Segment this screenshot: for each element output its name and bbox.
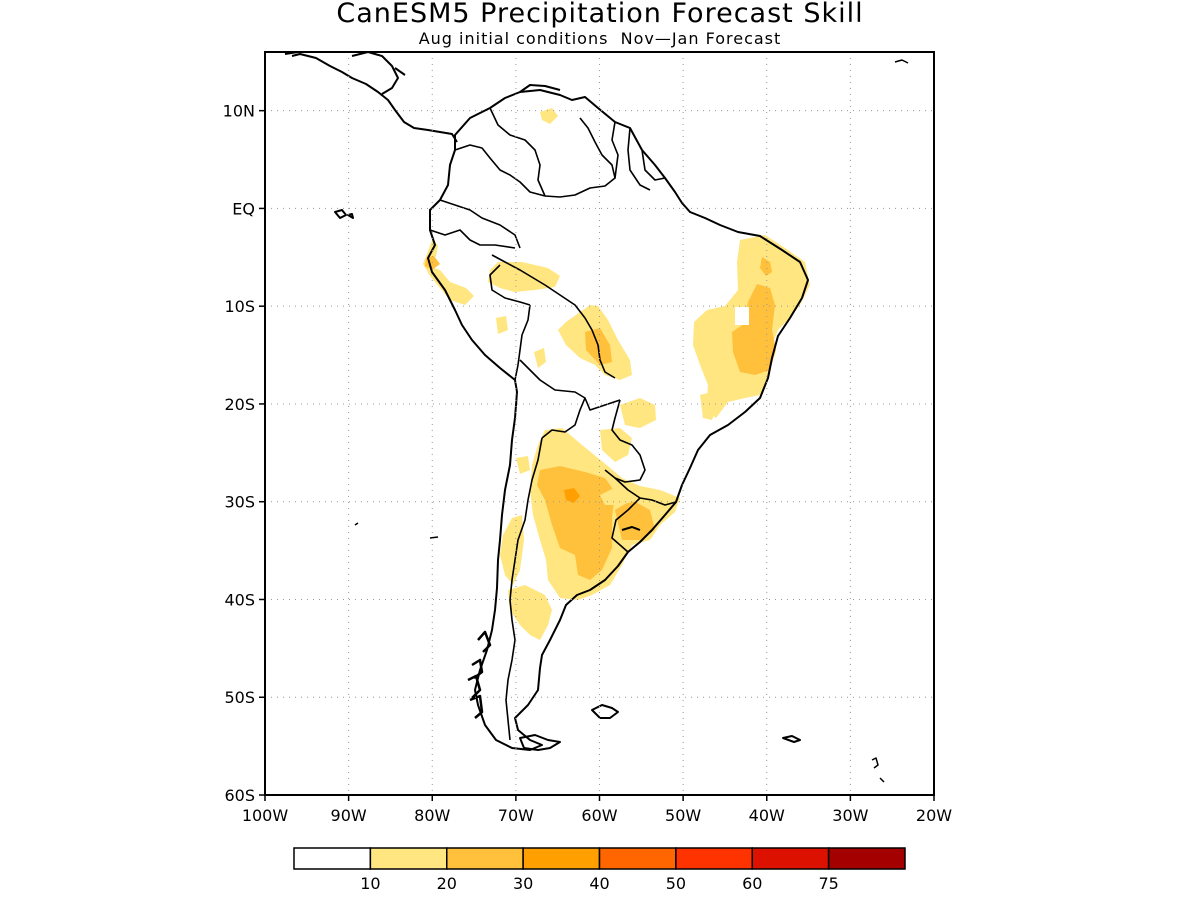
plot-frame (264, 51, 935, 796)
lat-tick-label: EQ (232, 199, 255, 218)
rio-de-la-plata (621, 526, 641, 531)
caribbean-coast-north (519, 84, 561, 93)
lon-tick-label: 60W (581, 806, 617, 825)
tierra-del-fuego (519, 734, 561, 751)
lat-tick-label: 50S (224, 688, 255, 707)
skill-region-paraguay (620, 398, 656, 428)
lat-tick-label: 60S (224, 786, 255, 805)
skill-region-amazon (488, 262, 560, 292)
colorbar-swatch (675, 847, 753, 870)
atlantic-islets (354, 59, 909, 783)
skill-region-east-brazil-tail (700, 392, 718, 420)
axis-ticks (259, 109, 935, 801)
skill-region-peru-coast (423, 238, 474, 305)
lat-tick-label: 40S (224, 590, 255, 609)
longitude-labels: 100W 90W 80W 70W 60W 50W 40W 30W 20W (242, 806, 952, 825)
latitude-labels: 10N EQ 10S 20S 30S 40S 50S 60S (223, 102, 255, 805)
colorbar-label: 75 (818, 874, 838, 893)
skill-region-bolivia-west (534, 348, 546, 368)
colorbar-label: 40 (589, 874, 609, 893)
colorbar-swatch (827, 847, 906, 870)
yucatan-coastline (351, 52, 406, 95)
skill-region-pampas-core (564, 488, 580, 503)
missing-data-cell (735, 307, 749, 325)
colorbar-swatch (598, 847, 677, 870)
land-outline (284, 52, 909, 783)
colorbar-swatch (446, 847, 524, 870)
skill-region-chaco (600, 428, 632, 462)
skill-region-patagonia-north (508, 585, 552, 640)
lon-tick-label: 90W (331, 806, 367, 825)
lon-tick-label: 40W (749, 806, 785, 825)
skill-region-andes-north (516, 456, 530, 474)
central-america-coastline (284, 52, 458, 143)
colorbar-label: 50 (666, 874, 686, 893)
lon-tick-label: 30W (832, 806, 868, 825)
skill-region-peru-small (496, 316, 508, 334)
graticule (265, 52, 934, 795)
colorbar-label: 60 (742, 874, 762, 893)
lat-tick-label: 30S (224, 493, 255, 512)
lon-tick-label: 80W (414, 806, 450, 825)
lat-tick-label: 10N (223, 102, 255, 121)
south-georgia (782, 735, 801, 743)
colorbar-label: 20 (437, 874, 457, 893)
chile-fjords (467, 630, 492, 719)
colorbar: 10 20 30 40 50 60 75 (293, 847, 906, 893)
skill-region-venezuela (540, 108, 558, 124)
country-borders (429, 107, 677, 741)
lat-tick-label: 10S (224, 297, 255, 316)
galapagos (334, 209, 354, 219)
lon-tick-label: 100W (242, 806, 289, 825)
lat-tick-label: 20S (224, 395, 255, 414)
skill-shading (423, 108, 810, 640)
colorbar-label: 30 (513, 874, 533, 893)
lon-tick-label: 70W (498, 806, 534, 825)
colorbar-swatch (293, 847, 372, 870)
colorbar-swatch (522, 847, 601, 870)
map-title: CanESM5 Precipitation Forecast Skill (336, 0, 864, 29)
colorbar-swatch (751, 847, 830, 870)
falkland-islands (591, 704, 619, 719)
skill-region-chile (500, 515, 524, 585)
lon-tick-label: 50W (665, 806, 701, 825)
colorbar-swatch (369, 847, 448, 870)
skill-region-pampas-mid (537, 466, 615, 580)
colorbar-label: 10 (360, 874, 380, 893)
skill-region-ne-brazil-core (732, 284, 776, 375)
lon-tick-label: 20W (916, 806, 952, 825)
skill-region-ne-brazil-spot (760, 257, 772, 276)
map-subtitle: Aug initial conditions Nov—Jan Forecast (418, 29, 782, 48)
south-america-coastline (427, 89, 809, 751)
